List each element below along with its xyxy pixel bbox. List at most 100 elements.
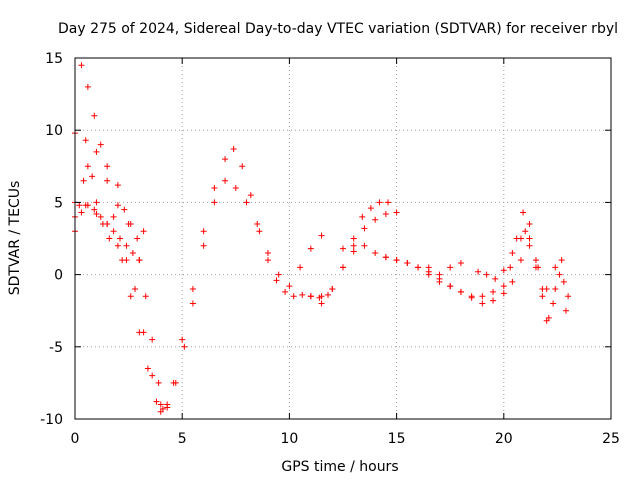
data-point — [367, 205, 374, 212]
data-point — [82, 137, 89, 144]
data-point — [84, 83, 91, 90]
data-point — [447, 283, 454, 290]
data-point — [500, 267, 507, 274]
data-point — [121, 206, 128, 213]
data-point — [517, 257, 524, 264]
data-point — [149, 336, 156, 343]
data-point — [436, 271, 443, 278]
data-point — [136, 257, 143, 264]
data-point — [275, 271, 282, 278]
data-point — [526, 242, 533, 249]
data-point — [91, 206, 98, 213]
data-point — [526, 235, 533, 242]
data-point — [350, 248, 357, 255]
data-point — [479, 300, 486, 307]
data-point — [97, 213, 104, 220]
data-point — [117, 235, 124, 242]
data-point — [123, 257, 130, 264]
data-point — [307, 245, 314, 252]
data-point — [200, 242, 207, 249]
data-series-9 — [382, 228, 569, 324]
data-series-10 — [425, 260, 464, 278]
data-point — [457, 288, 464, 295]
data-point — [155, 379, 162, 386]
data-point — [329, 286, 336, 293]
data-point — [211, 184, 218, 191]
data-point — [556, 271, 563, 278]
data-point — [127, 221, 134, 228]
data-point — [149, 372, 156, 379]
data-point — [550, 300, 557, 307]
data-point — [91, 112, 98, 119]
data-point — [468, 294, 475, 301]
data-point — [239, 163, 246, 170]
data-point — [560, 278, 567, 285]
data-point — [372, 216, 379, 223]
data-point — [189, 286, 196, 293]
data-point — [552, 264, 559, 271]
data-point — [350, 235, 357, 242]
data-point — [565, 293, 572, 300]
data-point — [80, 177, 87, 184]
data-point — [382, 254, 389, 261]
data-point — [500, 290, 507, 297]
data-point — [318, 300, 325, 307]
data-point — [140, 228, 147, 235]
data-point — [290, 293, 297, 300]
data-point — [114, 182, 121, 189]
data-point — [318, 293, 325, 300]
data-point — [526, 221, 533, 228]
x-tick-label: 0 — [71, 431, 80, 447]
data-point — [490, 288, 497, 295]
data-point — [483, 271, 490, 278]
data-point — [552, 286, 559, 293]
data-point — [361, 242, 368, 249]
y-tick-label: 0 — [54, 268, 63, 284]
data-point — [500, 283, 507, 290]
data-point — [376, 199, 383, 206]
data-point — [110, 213, 117, 220]
data-point — [243, 199, 250, 206]
data-point — [157, 408, 164, 415]
data-point — [359, 213, 366, 220]
x-tick-label: 20 — [495, 431, 513, 447]
data-point — [114, 242, 121, 249]
data-point — [509, 278, 516, 285]
y-tick-label: -5 — [49, 340, 63, 356]
data-point — [543, 286, 550, 293]
data-point — [104, 221, 111, 228]
data-point — [114, 202, 121, 209]
data-point — [104, 163, 111, 170]
data-point — [127, 293, 134, 300]
data-point — [393, 257, 400, 264]
chart-title: Day 275 of 2024, Sidereal Day-to-day VTE… — [58, 21, 618, 37]
data-point — [232, 184, 239, 191]
y-tick-label: 5 — [54, 195, 63, 211]
data-point — [475, 268, 482, 275]
data-point — [140, 329, 147, 336]
data-point — [447, 264, 454, 271]
data-point — [340, 245, 346, 252]
data-point — [93, 148, 100, 155]
data-point — [415, 264, 422, 271]
data-series-7 — [318, 209, 400, 300]
data-point — [222, 177, 229, 184]
data-point — [97, 141, 104, 148]
data-point — [522, 228, 529, 235]
data-point — [479, 293, 486, 300]
grid — [75, 58, 611, 419]
data-point — [361, 225, 368, 232]
data-point — [93, 199, 100, 206]
x-tick-label: 10 — [280, 431, 298, 447]
data-point — [324, 291, 331, 298]
data-point — [509, 249, 516, 256]
data-point — [172, 379, 179, 386]
plot-frame — [74, 57, 612, 420]
data-point — [264, 249, 271, 256]
data-point — [282, 288, 289, 295]
data-point — [457, 260, 464, 267]
data-point — [189, 300, 196, 307]
y-tick-label: 10 — [45, 123, 63, 139]
